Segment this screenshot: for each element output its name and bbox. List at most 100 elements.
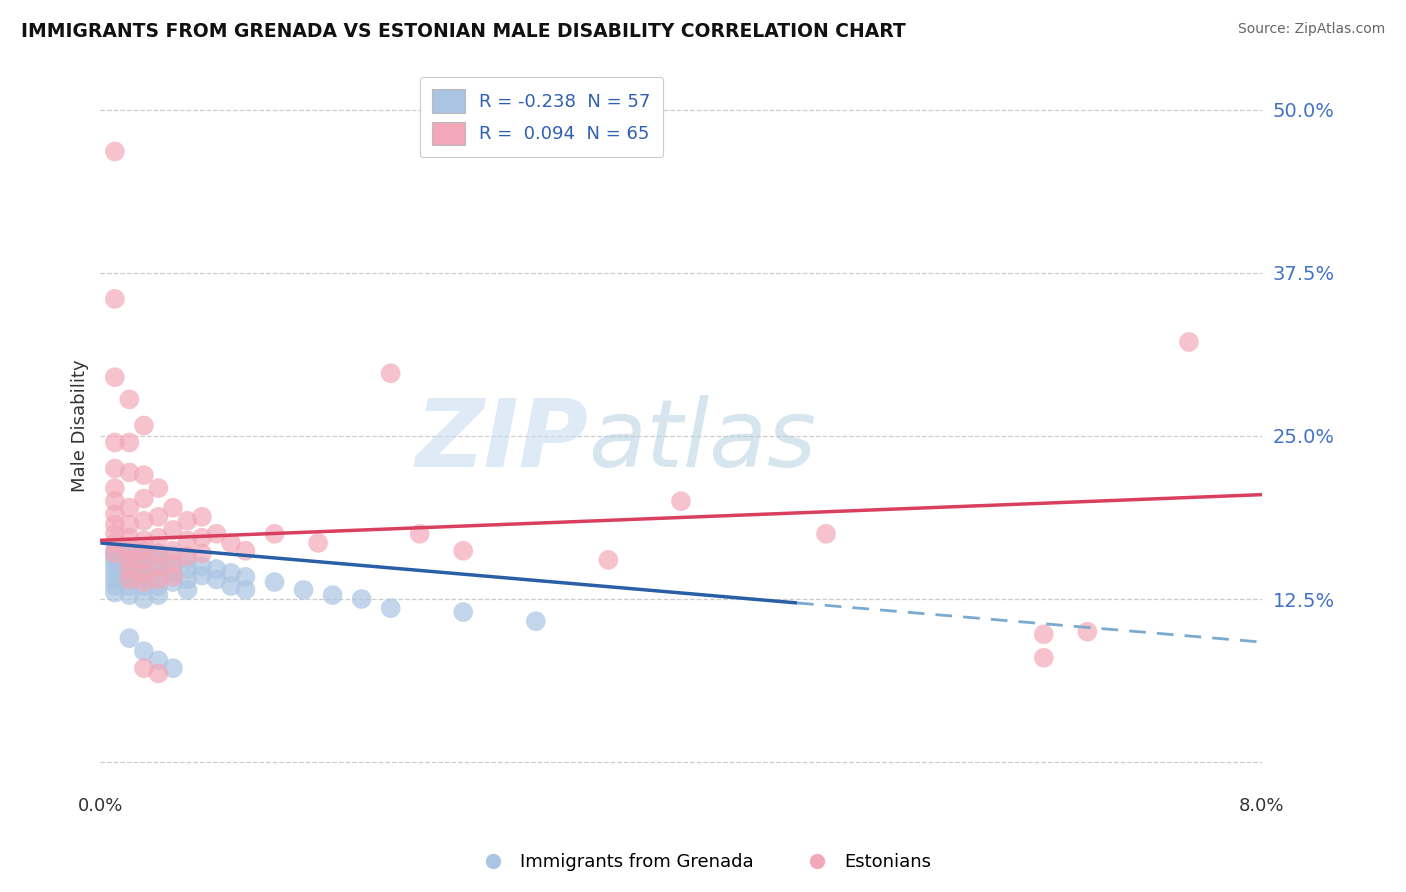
Point <box>219 579 242 593</box>
Point <box>132 491 155 506</box>
Point <box>132 543 155 558</box>
Point <box>132 579 155 593</box>
Point <box>118 573 141 587</box>
Point <box>176 553 198 567</box>
Point <box>132 575 155 590</box>
Point <box>815 526 838 541</box>
Point <box>104 517 127 532</box>
Point <box>148 509 170 524</box>
Point <box>219 536 242 550</box>
Point <box>132 573 155 587</box>
Point <box>104 370 127 384</box>
Point <box>104 585 127 599</box>
Point <box>380 601 402 615</box>
Point <box>132 533 155 548</box>
Point <box>104 543 127 558</box>
Point <box>118 631 141 645</box>
Point <box>132 592 155 607</box>
Point <box>132 553 155 567</box>
Point <box>148 531 170 545</box>
Point <box>118 553 141 567</box>
Text: Source: ZipAtlas.com: Source: ZipAtlas.com <box>1237 22 1385 37</box>
Point <box>292 582 315 597</box>
Point <box>118 546 141 560</box>
Point <box>104 579 127 593</box>
Point <box>148 559 170 574</box>
Point <box>132 559 155 574</box>
Point <box>118 466 141 480</box>
Point <box>118 553 141 567</box>
Point <box>118 559 141 574</box>
Point <box>162 559 184 574</box>
Point <box>162 500 184 515</box>
Point <box>205 573 228 587</box>
Point <box>118 517 141 532</box>
Point <box>132 549 155 563</box>
Point <box>132 566 155 580</box>
Point <box>322 588 344 602</box>
Point <box>148 653 170 667</box>
Point <box>148 570 170 584</box>
Point <box>380 366 402 380</box>
Point <box>104 559 127 574</box>
Point <box>104 549 127 563</box>
Point <box>235 543 257 558</box>
Point <box>104 566 127 580</box>
Point <box>669 494 692 508</box>
Point <box>104 145 127 159</box>
Point <box>350 592 373 607</box>
Point <box>118 579 141 593</box>
Point <box>176 533 198 548</box>
Point <box>104 461 127 475</box>
Point <box>132 566 155 580</box>
Point <box>148 553 170 567</box>
Legend: Immigrants from Grenada, Estonians: Immigrants from Grenada, Estonians <box>468 847 938 879</box>
Point <box>162 575 184 590</box>
Point <box>235 582 257 597</box>
Point <box>205 562 228 576</box>
Point <box>118 588 141 602</box>
Point <box>191 546 214 560</box>
Point <box>176 549 198 563</box>
Point <box>148 562 170 576</box>
Point <box>118 531 141 545</box>
Point <box>263 575 285 590</box>
Point <box>162 557 184 571</box>
Point <box>148 666 170 681</box>
Point <box>104 554 127 568</box>
Point <box>162 661 184 675</box>
Point <box>1032 650 1054 665</box>
Point <box>104 526 127 541</box>
Point <box>1032 627 1054 641</box>
Point <box>598 553 620 567</box>
Point <box>132 661 155 675</box>
Point <box>162 523 184 537</box>
Point <box>1076 624 1098 639</box>
Point <box>132 514 155 528</box>
Point <box>118 500 141 515</box>
Point <box>176 514 198 528</box>
Point <box>132 468 155 483</box>
Text: ZIP: ZIP <box>415 394 588 487</box>
Point <box>148 546 170 560</box>
Point <box>132 553 155 567</box>
Point <box>191 531 214 545</box>
Point <box>118 566 141 580</box>
Point <box>191 559 214 574</box>
Point <box>148 546 170 560</box>
Point <box>104 435 127 450</box>
Point <box>524 614 547 628</box>
Point <box>148 588 170 602</box>
Point <box>451 605 474 619</box>
Point <box>148 481 170 495</box>
Point <box>148 579 170 593</box>
Point <box>191 568 214 582</box>
Point <box>118 392 141 407</box>
Y-axis label: Male Disability: Male Disability <box>72 359 89 492</box>
Point <box>307 536 329 550</box>
Point <box>176 562 198 576</box>
Point <box>191 509 214 524</box>
Point <box>132 644 155 658</box>
Point <box>118 573 141 587</box>
Point <box>118 562 141 576</box>
